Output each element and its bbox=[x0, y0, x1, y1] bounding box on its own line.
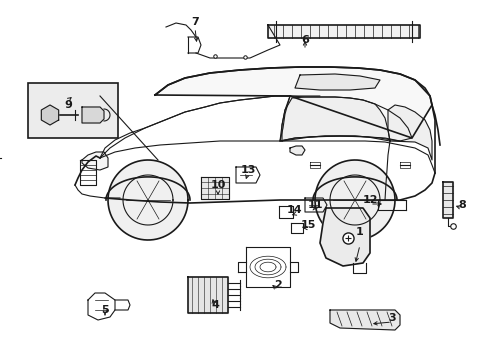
Polygon shape bbox=[108, 160, 187, 240]
Text: 7: 7 bbox=[191, 17, 199, 27]
Polygon shape bbox=[319, 208, 369, 266]
Text: 3: 3 bbox=[387, 313, 395, 323]
Text: 15: 15 bbox=[300, 220, 315, 230]
Text: 9: 9 bbox=[64, 100, 72, 110]
Text: 5: 5 bbox=[101, 305, 109, 315]
Polygon shape bbox=[314, 160, 394, 240]
Polygon shape bbox=[294, 74, 379, 90]
Text: 8: 8 bbox=[457, 200, 465, 210]
Polygon shape bbox=[289, 146, 305, 155]
Polygon shape bbox=[187, 277, 227, 313]
Polygon shape bbox=[82, 107, 104, 123]
FancyBboxPatch shape bbox=[28, 83, 118, 138]
Text: 13: 13 bbox=[240, 165, 255, 175]
Polygon shape bbox=[387, 105, 431, 160]
Polygon shape bbox=[282, 97, 389, 141]
Polygon shape bbox=[442, 182, 452, 218]
Text: 4: 4 bbox=[211, 300, 219, 310]
Polygon shape bbox=[329, 310, 399, 330]
Text: 11: 11 bbox=[306, 200, 322, 210]
Text: 1: 1 bbox=[355, 227, 363, 237]
Polygon shape bbox=[201, 177, 228, 199]
Text: 6: 6 bbox=[301, 35, 308, 45]
Text: 2: 2 bbox=[274, 280, 281, 290]
Polygon shape bbox=[41, 105, 59, 125]
Polygon shape bbox=[267, 25, 419, 38]
Text: 10: 10 bbox=[210, 180, 225, 190]
Polygon shape bbox=[280, 96, 411, 141]
Polygon shape bbox=[155, 67, 431, 138]
Polygon shape bbox=[82, 152, 108, 170]
Text: 14: 14 bbox=[286, 205, 302, 215]
Text: 12: 12 bbox=[362, 195, 377, 205]
